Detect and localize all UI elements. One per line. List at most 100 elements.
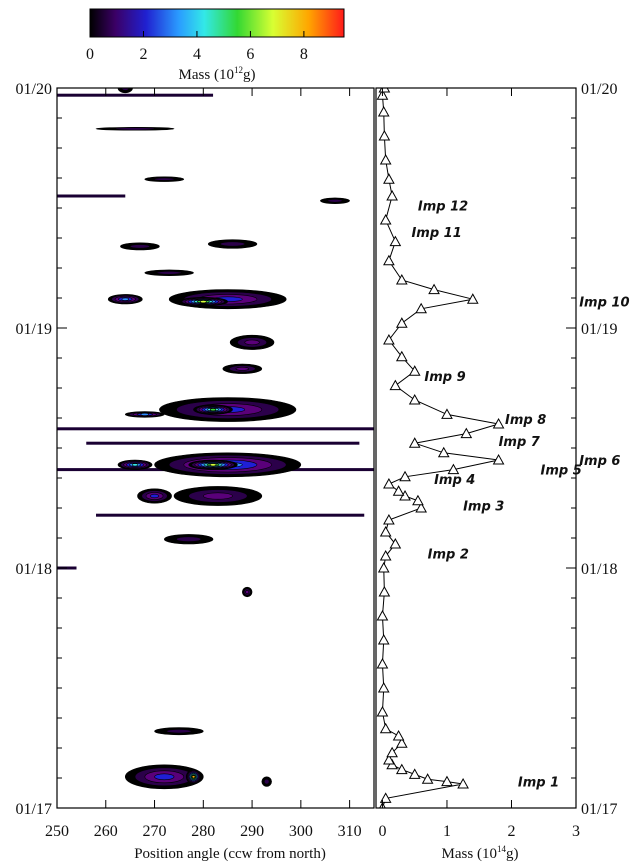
heatmap-contour (199, 300, 207, 304)
heatmap-contour (149, 493, 160, 499)
heatmap-contour (131, 463, 139, 467)
colorbar-tick-label: 4 (193, 46, 201, 63)
heatmap-x-tick-label: 280 (191, 823, 215, 840)
mass-point (377, 561, 390, 573)
mass-point (386, 189, 398, 201)
colorbar-tick-label: 2 (139, 46, 147, 63)
heatmap-panel: 250 260 270 280 290 300 310 01/1701/1801/1901/… (16, 81, 375, 862)
colorbar-tick-label: 8 (300, 46, 308, 63)
heatmap-y-tick-label: 01/20 (16, 81, 52, 98)
heatmap-y-ticks: 01/17 01/18 01/19 01/20 (16, 81, 67, 818)
mass-point (399, 470, 411, 482)
colorbar-tick-label: 6 (246, 46, 254, 63)
mass-point (460, 427, 473, 439)
colorbar-label-tail: g) (243, 67, 256, 83)
mass-point (389, 537, 402, 549)
mass-x-tick-label: 3 (572, 823, 580, 840)
mass-marks (376, 88, 505, 808)
mass-point (408, 437, 421, 448)
colorbar: 0 2 4 6 8 Mass (1012g) (86, 8, 345, 83)
mass-x-tick-label: 1 (443, 823, 451, 840)
mass-point (378, 129, 391, 141)
mass-point (412, 494, 424, 506)
heatmap-streak (57, 194, 126, 198)
heatmap-x-tick-label: 250 (45, 823, 69, 840)
mass-point (386, 746, 398, 758)
mass-point (441, 408, 453, 419)
mass-y-ticks: 01/17 01/18 01/19 01/20 (566, 81, 617, 818)
mass-x-label-main: Mass (10 (442, 846, 497, 862)
heatmap-x-tick-label: 300 (289, 823, 313, 840)
colorbar-gradient (89, 8, 345, 38)
heatmap-contour (209, 408, 217, 412)
mass-point (383, 254, 395, 266)
mass-y-tick-label: 01/20 (581, 81, 617, 98)
mass-point (415, 501, 428, 513)
heatmap-contour (176, 536, 202, 542)
mass-point (378, 585, 391, 597)
heatmap-contour (115, 127, 155, 131)
mass-point (466, 293, 479, 304)
mass-point (383, 753, 395, 765)
mass-x-ticks: 0 1 2 3 (378, 88, 580, 840)
heatmap-contour (244, 339, 260, 346)
heatmap-contour (154, 773, 175, 781)
mass-point (376, 609, 389, 621)
mass-point (447, 463, 460, 475)
mass-x-label: Mass (1014g) (442, 844, 519, 862)
mass-point (437, 446, 450, 458)
mass-point (392, 729, 405, 741)
imp-label: Imp 12 (418, 200, 468, 215)
heatmap-contour (327, 199, 343, 203)
mass-point (428, 283, 440, 295)
imp-label: Imp 11 (411, 226, 461, 241)
imp-label: Imp 4 (434, 473, 475, 488)
mass-frame (375, 87, 577, 809)
heatmap-contour (191, 775, 196, 779)
heatmap-marks (57, 88, 374, 790)
mass-point (421, 773, 434, 784)
imp-label: Imp 2 (428, 548, 469, 563)
mass-x-label-tail: g) (506, 846, 519, 862)
mass-point (377, 105, 390, 117)
mass-point (395, 737, 408, 748)
mass-point (376, 657, 389, 669)
colorbar-ticks: 0 2 4 6 8 (86, 31, 308, 63)
mass-y-tick-label: 01/19 (581, 321, 617, 338)
mass-point (383, 513, 395, 525)
mass-point (378, 88, 391, 93)
mass-point (395, 317, 408, 328)
mass-y-tick-label: 01/17 (581, 801, 617, 818)
heatmap-contour (209, 463, 217, 467)
mass-point (408, 393, 421, 405)
heatmap-x-label: Position angle (ccw from north) (134, 846, 326, 862)
mass-point (377, 633, 390, 645)
colorbar-tick-label: 0 (86, 46, 94, 63)
heatmap-streak (96, 513, 365, 517)
mass-point (376, 705, 389, 717)
imp-label: Imp 7 (499, 435, 541, 450)
mass-point (383, 173, 395, 184)
heatmap-x-tick-label: 270 (143, 823, 167, 840)
heatmap-contour (245, 590, 250, 594)
mass-point (379, 525, 392, 537)
colorbar-label: Mass (1012g) (179, 65, 256, 83)
heatmap-contour (235, 366, 250, 371)
heatmap-streak (86, 441, 360, 445)
mass-point (408, 365, 421, 376)
imp-label: Imp 9 (424, 370, 465, 385)
mass-point (457, 777, 469, 789)
mass-series-line (381, 88, 499, 808)
heatmap-y-tick-label: 01/19 (16, 321, 52, 338)
heatmap-contour (121, 297, 129, 301)
mass-y-tick-label: 01/18 (581, 561, 617, 578)
mass-point (441, 775, 453, 787)
mass-point (492, 417, 505, 429)
heatmap-contour (166, 729, 192, 734)
colorbar-label-main: Mass (10 (179, 67, 234, 83)
heatmap-x-tick-label: 290 (240, 823, 264, 840)
mass-x-tick-label: 2 (507, 823, 515, 840)
mass-point (379, 792, 392, 803)
